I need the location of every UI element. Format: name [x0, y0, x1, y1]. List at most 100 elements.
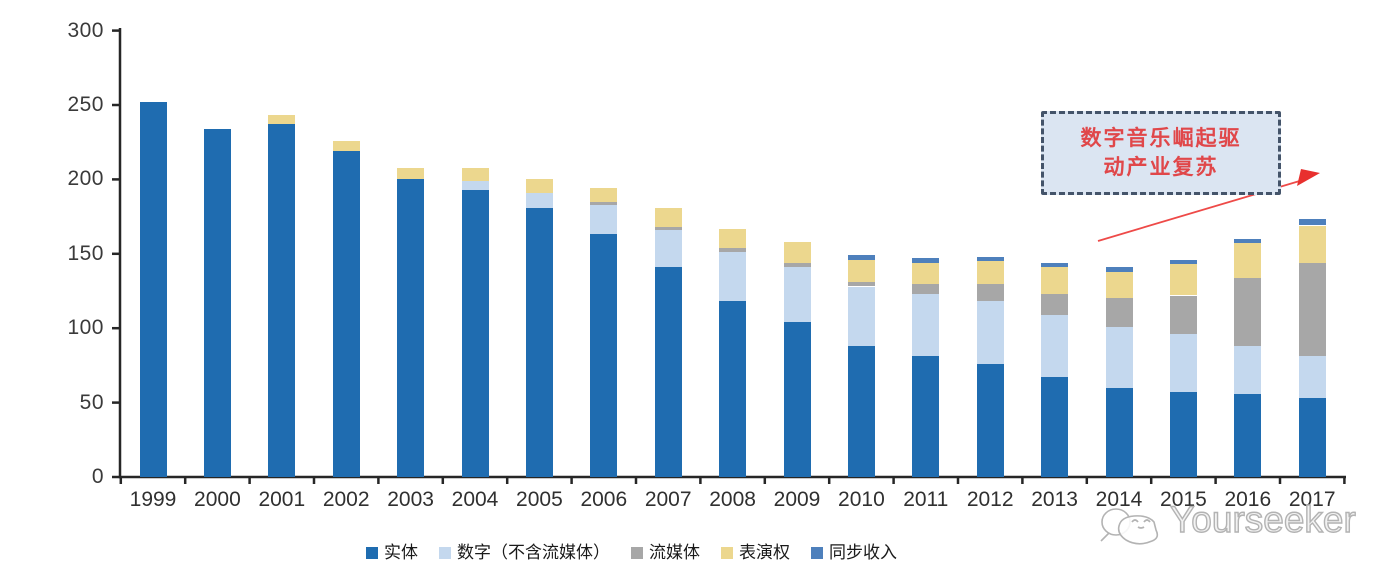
segment-sync	[1169, 259, 1197, 265]
x-tick-label: 2014	[1095, 488, 1143, 511]
segment-physical	[1169, 392, 1197, 477]
x-tick-label: 2011	[903, 488, 949, 511]
segment-digital-excl-streaming	[847, 286, 875, 347]
segment-digital-excl-streaming	[461, 180, 489, 190]
segment-performance-rights	[719, 228, 747, 248]
segment-digital-excl-streaming	[654, 230, 682, 268]
segment-physical	[590, 234, 618, 477]
segment-performance-rights	[1234, 243, 1262, 278]
segment-sync	[1041, 262, 1069, 268]
bar-2002	[332, 140, 360, 477]
bar-2010	[847, 255, 875, 477]
segment-sync	[976, 256, 1004, 262]
segment-streaming	[847, 281, 875, 287]
segment-sync	[1234, 238, 1262, 244]
bar-2016	[1234, 238, 1262, 477]
legend-swatch-physical	[366, 547, 378, 559]
segment-physical	[1298, 398, 1326, 477]
y-tick-label: 300	[67, 18, 104, 42]
legend-label-performance-rights: 表演权	[739, 543, 790, 562]
y-tick-label: 0	[91, 465, 104, 488]
segment-physical	[397, 179, 425, 477]
legend-item-physical: 实体	[366, 544, 418, 562]
bar-2014	[1105, 267, 1133, 477]
x-tick-label: 2004	[451, 488, 499, 511]
segment-streaming	[654, 226, 682, 230]
segment-sync	[1298, 219, 1326, 226]
segment-performance-rights	[654, 207, 682, 227]
legend-item-sync: 同步收入	[811, 544, 897, 562]
segment-performance-rights	[1298, 225, 1326, 263]
legend-item-streaming: 流媒体	[631, 544, 700, 562]
segment-physical	[525, 207, 553, 477]
segment-digital-excl-streaming	[1041, 314, 1069, 378]
bar-2012	[976, 256, 1004, 477]
bar-2011	[912, 258, 940, 477]
segment-digital-excl-streaming	[719, 252, 747, 302]
segment-streaming	[1234, 277, 1262, 347]
segment-performance-rights	[461, 167, 489, 181]
x-tick-label: 2017	[1288, 488, 1336, 511]
bar-2001	[268, 115, 296, 477]
segment-performance-rights	[332, 140, 360, 152]
legend-swatch-digital-excl-streaming	[439, 547, 451, 559]
segment-physical	[139, 102, 167, 477]
bar-1999	[139, 102, 167, 477]
x-tick-label: 2007	[644, 488, 692, 511]
segment-digital-excl-streaming	[590, 204, 618, 235]
segment-performance-rights	[976, 261, 1004, 284]
x-tick-label: 2012	[966, 488, 1014, 511]
segment-streaming	[1105, 298, 1133, 327]
bar-2005	[525, 179, 553, 477]
bar-2017	[1298, 219, 1326, 477]
segment-streaming	[1298, 262, 1326, 357]
y-tick-label: 50	[79, 390, 104, 414]
watermark-text: Yourseeker	[1169, 498, 1356, 540]
segment-performance-rights	[847, 259, 875, 283]
bar-2003	[397, 167, 425, 477]
x-tick-label: 2002	[322, 488, 370, 511]
segment-digital-excl-streaming	[976, 301, 1004, 364]
segment-streaming	[976, 283, 1004, 302]
segment-digital-excl-streaming	[1169, 334, 1197, 393]
y-tick-label: 250	[67, 93, 104, 116]
segment-performance-rights	[397, 167, 425, 180]
segment-streaming	[912, 283, 940, 294]
bar-2006	[590, 188, 618, 477]
chat-face-logo-icon	[1100, 508, 1159, 545]
segment-digital-excl-streaming	[1105, 326, 1133, 388]
y-tick-label: 200	[67, 167, 104, 191]
segment-digital-excl-streaming	[783, 267, 811, 323]
bar-2015	[1169, 259, 1197, 477]
legend-label-physical: 实体	[384, 543, 418, 562]
segment-streaming	[1041, 294, 1069, 315]
legend-label-digital-excl-streaming: 数字（不含流媒体）	[457, 543, 610, 562]
segment-digital-excl-streaming	[1298, 356, 1326, 399]
legend-item-digital-excl-streaming: 数字（不含流媒体）	[439, 544, 610, 562]
segment-performance-rights	[268, 115, 296, 125]
x-tick-label: 2006	[580, 488, 628, 511]
x-tick-label: 2005	[516, 488, 563, 511]
bar-2013	[1041, 262, 1069, 477]
legend-item-performance-rights: 表演权	[721, 544, 790, 562]
segment-digital-excl-streaming	[1234, 346, 1262, 394]
segment-sync	[847, 255, 875, 260]
segment-streaming	[783, 262, 811, 268]
segment-streaming	[719, 247, 747, 253]
bar-2008	[719, 228, 747, 477]
bar-2000	[203, 128, 231, 477]
segment-physical	[719, 301, 747, 477]
x-tick-label: 2016	[1224, 488, 1272, 511]
x-tick-label: 2003	[387, 488, 434, 511]
x-tick-label: 2008	[709, 488, 756, 511]
bar-2007	[654, 207, 682, 477]
segment-physical	[847, 346, 875, 477]
x-tick-label: 2015	[1160, 488, 1207, 511]
legend-label-sync: 同步收入	[829, 543, 897, 562]
legend-swatch-performance-rights	[721, 547, 733, 559]
segment-performance-rights	[783, 241, 811, 263]
legend-swatch-sync	[811, 547, 823, 559]
segment-streaming	[590, 201, 618, 205]
segment-streaming	[1169, 295, 1197, 335]
